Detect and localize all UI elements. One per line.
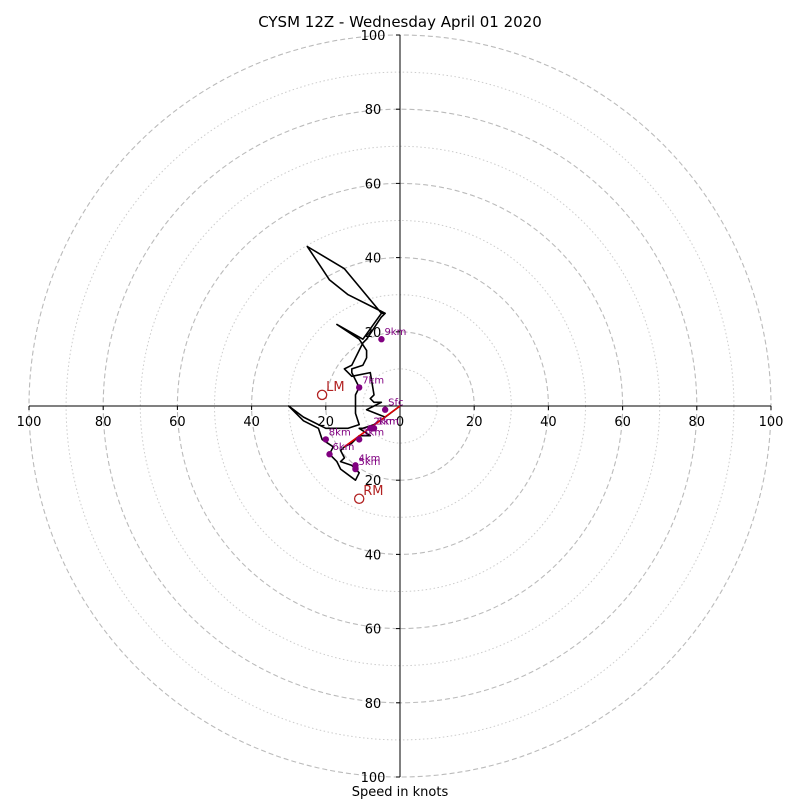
y-tick-label: 40 — [365, 252, 382, 267]
height-label-Sfc: Sfc — [388, 398, 403, 409]
y-tick-label: 80 — [365, 697, 382, 712]
x-tick-label: 40 — [540, 415, 557, 430]
y-tick-label: 100 — [361, 771, 386, 786]
x-tick-label: 0 — [396, 415, 404, 430]
x-tick-label: 20 — [466, 415, 483, 430]
y-tick-label: 60 — [365, 623, 382, 638]
storm-motion-label-RM: RM — [363, 484, 383, 499]
height-point-3km — [355, 436, 363, 443]
chart-title: CYSM 12Z - Wednesday April 01 2020 — [258, 13, 542, 31]
y-tick-label: 20 — [365, 474, 382, 489]
x-tick-label: 40 — [243, 415, 260, 430]
height-point-8km — [322, 436, 329, 443]
height-point-7km — [355, 384, 363, 391]
x-tick-label: 60 — [169, 415, 186, 430]
height-label-1km: 1km — [377, 416, 399, 427]
x-tick-label: 100 — [759, 415, 784, 430]
height-label-5km: 5km — [358, 457, 380, 468]
wind-trace — [287, 245, 401, 482]
height-label-9km: 9km — [384, 327, 406, 338]
y-tick-label: 60 — [365, 177, 382, 192]
height-point-2km — [367, 425, 374, 432]
height-point-5km — [352, 465, 359, 473]
height-label-3km: 3km — [362, 427, 384, 438]
storm-motion-marker-RM — [353, 493, 365, 504]
height-label-8km: 8km — [329, 427, 351, 438]
wind-trace-layer — [287, 245, 401, 482]
x-tick-label: 80 — [689, 415, 706, 430]
x-axis-label: Speed in knots — [352, 785, 449, 800]
height-label-4km: 4km — [358, 453, 380, 464]
x-tick-label: 100 — [17, 415, 42, 430]
x-tick-label: 80 — [95, 415, 112, 430]
height-label-6km: 6km — [333, 442, 355, 453]
storm-motion-marker-LM — [316, 389, 328, 401]
y-tick-label: 80 — [365, 103, 382, 118]
x-tick-label: 60 — [614, 415, 631, 430]
height-label-2km: 2km — [373, 416, 395, 427]
storm-motion-label-LM: LM — [326, 380, 344, 395]
height-point-9km — [378, 336, 385, 343]
height-point-Sfc — [381, 406, 389, 413]
y-tick-label: 40 — [365, 548, 382, 563]
height-point-6km — [326, 451, 333, 458]
height-label-7km: 7km — [362, 375, 384, 386]
y-tick-label: 100 — [361, 29, 386, 44]
storm-motion-layer: LM RM — [316, 380, 383, 504]
